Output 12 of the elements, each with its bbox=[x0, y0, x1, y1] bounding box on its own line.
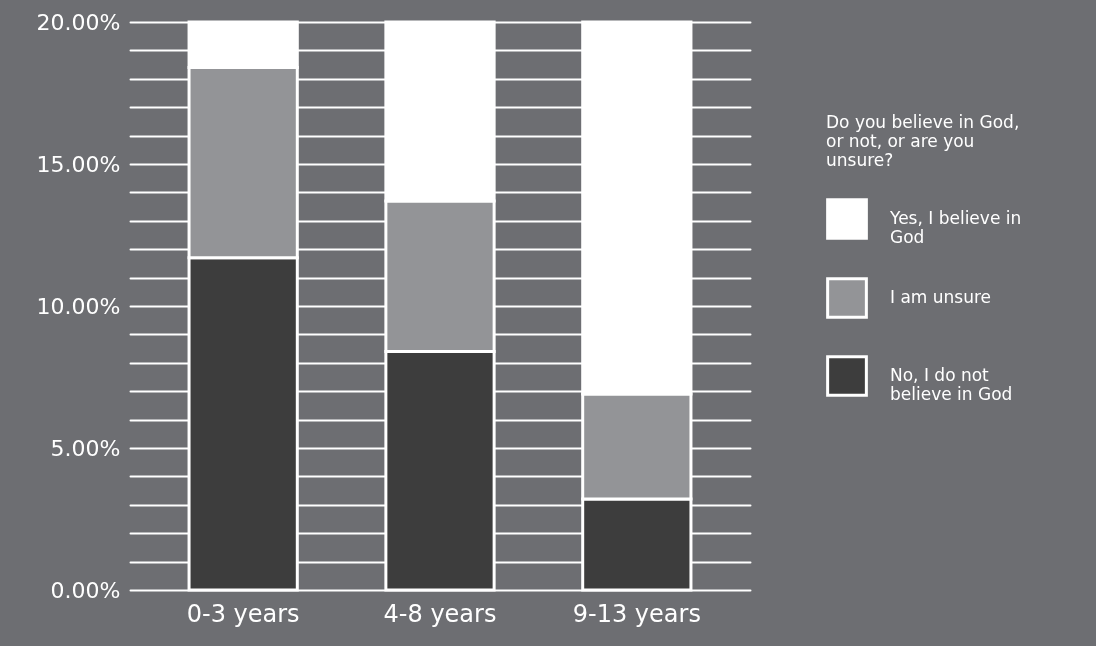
y-tick-label: 20.00% bbox=[36, 9, 121, 35]
legend-label: Yes, I believe in God bbox=[889, 208, 1022, 247]
y-tick-label: 5.00% bbox=[50, 435, 121, 461]
legend-label: I am unsure bbox=[890, 287, 992, 307]
y-tick-label: 0.00% bbox=[50, 577, 121, 603]
x-tick-label: 9-13 years bbox=[572, 599, 701, 628]
legend-title: Do you believe in God, or not, or are you unsure? bbox=[826, 112, 1020, 170]
x-tick-label: 0-3 years bbox=[186, 599, 300, 628]
legend-label: No, I do not believe in God bbox=[890, 365, 1013, 404]
y-tick-label: 15.00% bbox=[36, 151, 121, 177]
y-tick-label: 10.00% bbox=[36, 293, 121, 319]
x-tick-label: 4-8 years bbox=[383, 599, 497, 628]
